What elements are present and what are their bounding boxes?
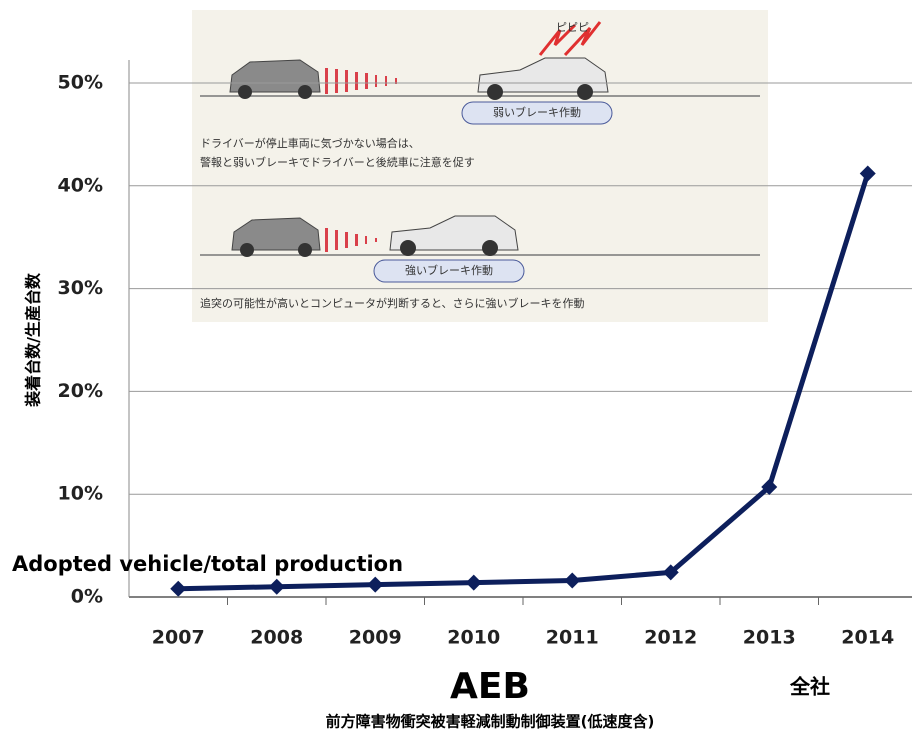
x-tick-label: 2014 xyxy=(841,627,894,649)
brake-label: 強いブレーキ作動 xyxy=(405,263,493,277)
point xyxy=(662,564,679,581)
line xyxy=(178,172,871,592)
y-axis-label: 装着台数/生産台数 xyxy=(24,272,43,408)
inset-text: 警報と弱いブレーキでドライバーと後続車に注意を促す xyxy=(200,155,475,169)
y-tick-label: 0% xyxy=(71,586,103,608)
y-tick-label: 20% xyxy=(58,380,103,402)
inset-text: 追突の可能性が高いとコンピュータが判断すると、さらに強いブレーキを作動 xyxy=(200,296,585,310)
y-tick-label: 40% xyxy=(58,174,103,196)
x-tick-label: 2010 xyxy=(447,627,500,649)
scope-label: 全社 xyxy=(789,675,830,699)
point xyxy=(564,572,581,589)
x-tick-label: 2008 xyxy=(250,627,303,649)
x-tick-label: 2007 xyxy=(152,627,205,649)
annotation: Adopted vehicle/total production xyxy=(12,552,403,576)
point xyxy=(761,479,778,496)
point xyxy=(268,578,285,595)
x-tick-label: 2013 xyxy=(743,627,796,649)
sound-label: ピピピ xyxy=(556,21,589,34)
y-tick-label: 10% xyxy=(58,483,103,505)
x-tick-label: 2012 xyxy=(644,627,697,649)
brake-label: 弱いブレーキ作動 xyxy=(493,105,581,119)
x-axis-sublabel: 前方障害物衝突被害軽減制動制御装置(低速度含) xyxy=(326,713,655,731)
point xyxy=(859,165,876,182)
x-axis-label: AEB xyxy=(450,666,530,707)
point xyxy=(367,576,384,593)
inset-illustration: ピピピ 弱いブレーキ作動 ドライバーが停止車両に気づかない場合は、 警報と弱いブ… xyxy=(192,10,768,322)
y-tick-label: 50% xyxy=(58,72,103,94)
inset-text: ドライバーが停止車両に気づかない場合は、 xyxy=(200,136,420,150)
point xyxy=(465,574,482,591)
y-tick-label: 30% xyxy=(58,277,103,299)
x-tick-label: 2011 xyxy=(546,627,599,649)
x-tick-label: 2009 xyxy=(349,627,402,649)
point xyxy=(170,580,187,597)
